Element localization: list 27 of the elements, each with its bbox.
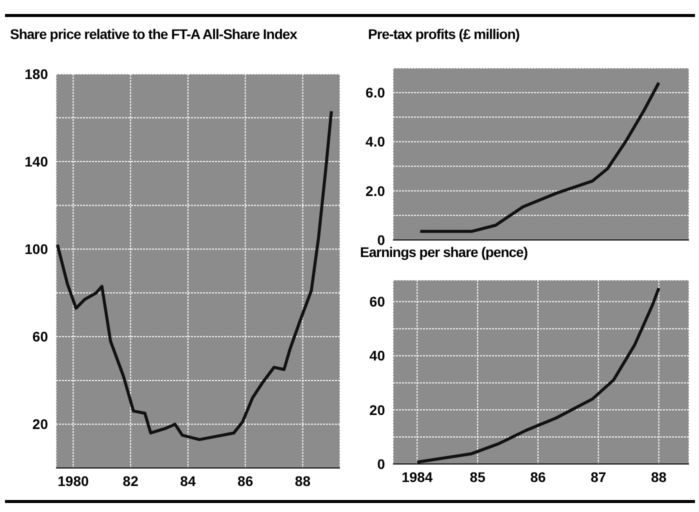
chart-title: Pre-tax profits (£ million) bbox=[368, 26, 520, 43]
y-tick-label: 180 bbox=[24, 66, 48, 82]
chart-title: Share price relative to the FT-A All-Share Index bbox=[10, 26, 298, 43]
x-tick-label: 88 bbox=[294, 472, 311, 489]
line-series bbox=[56, 110, 333, 442]
x-tick-label: 88 bbox=[651, 468, 667, 485]
y-tick-label: 2.0 bbox=[366, 182, 386, 199]
y-tick-label: 60 bbox=[32, 328, 48, 345]
y-tick-label: 4.0 bbox=[366, 134, 386, 150]
y-tick-label: 6.0 bbox=[366, 84, 386, 101]
y-tick-label: 100 bbox=[24, 241, 48, 258]
x-tick-label: 86 bbox=[238, 472, 254, 489]
x-tick-label: 84 bbox=[180, 472, 196, 489]
x-tick-label: 1980 bbox=[58, 472, 89, 489]
y-tick-label: 140 bbox=[24, 154, 48, 170]
y-tick-label: 20 bbox=[369, 402, 386, 418]
y-tick-label: 60 bbox=[369, 294, 386, 310]
y-tick-label: 20 bbox=[32, 416, 48, 432]
x-tick-label: 1984 bbox=[402, 468, 433, 485]
y-tick-label: 0 bbox=[377, 456, 386, 472]
line-series bbox=[416, 286, 660, 464]
x-tick-label: 82 bbox=[122, 472, 139, 489]
x-tick-label: 87 bbox=[590, 468, 606, 485]
x-tick-label: 86 bbox=[530, 468, 546, 485]
x-tick-label: 85 bbox=[470, 468, 486, 485]
y-tick-label: 40 bbox=[369, 348, 386, 364]
line-series bbox=[418, 81, 660, 233]
